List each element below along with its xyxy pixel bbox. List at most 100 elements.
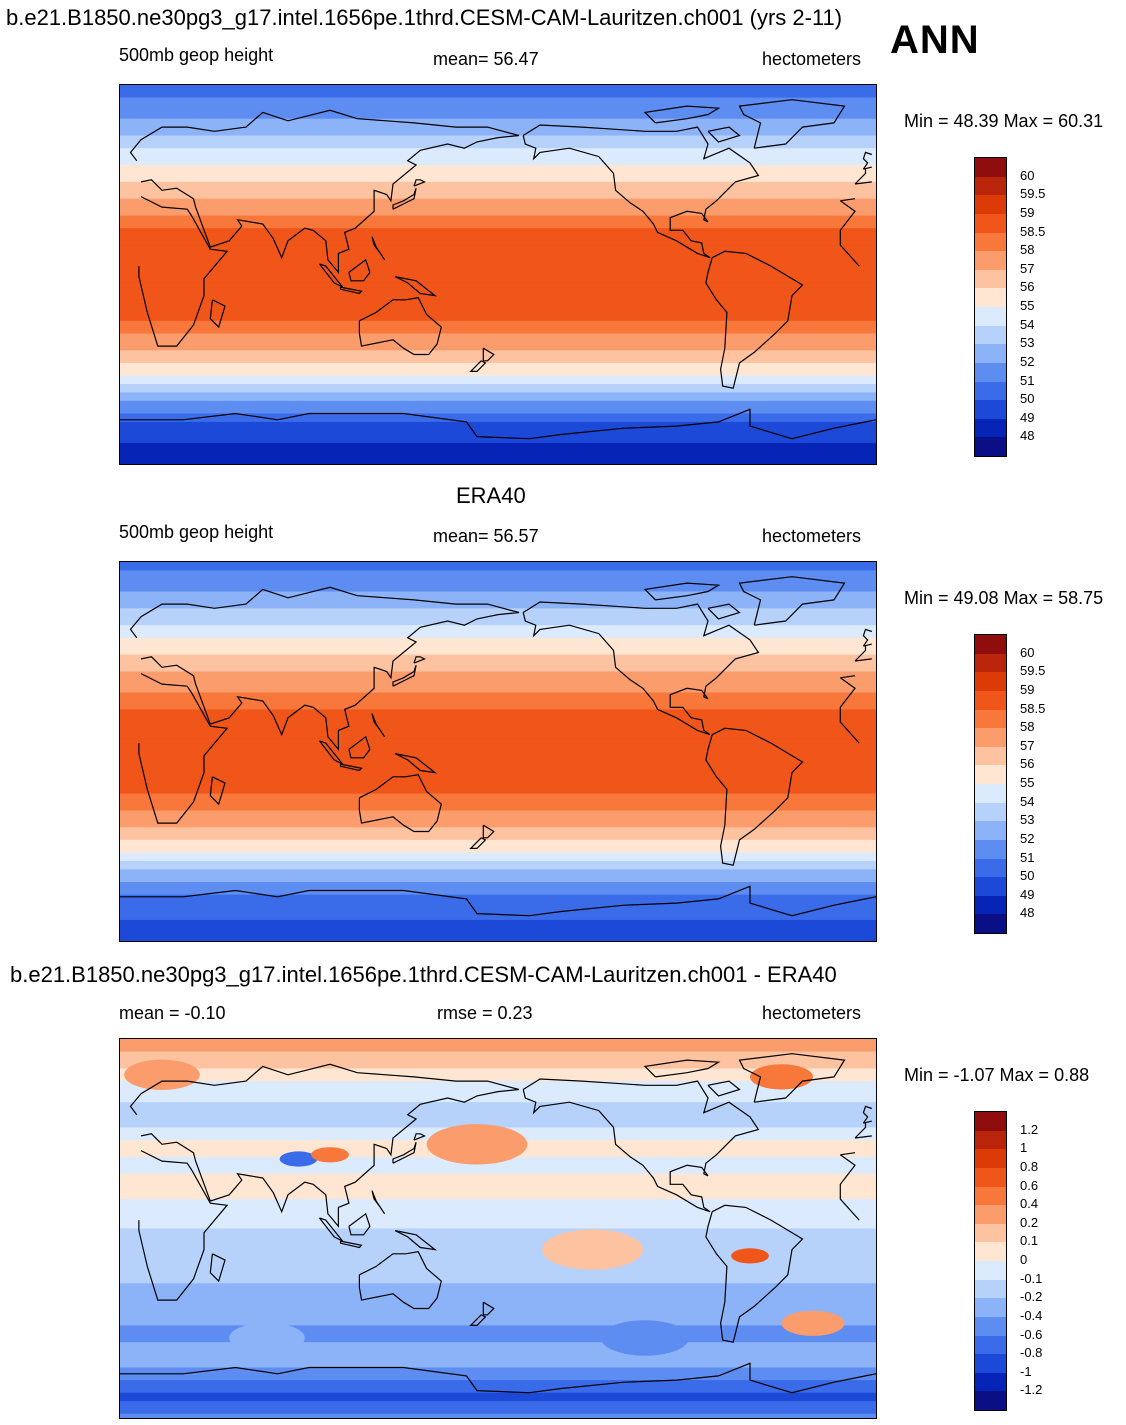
contour-band (120, 688, 876, 694)
contour-band (120, 663, 876, 668)
colorbar-tick-label: 53 (1020, 812, 1035, 828)
coastline-segment (394, 276, 438, 297)
contour-band (120, 1110, 876, 1116)
contour-band (120, 1169, 876, 1175)
colorbar-tick-label: -1 (1020, 1363, 1032, 1379)
contour-band (120, 654, 876, 660)
anomaly-region (426, 1124, 528, 1165)
contour-band (120, 282, 876, 288)
panel-3-mean-label: mean = -0.10 (119, 1003, 226, 1023)
contour-band (120, 633, 876, 639)
coastlines (120, 576, 876, 917)
contour-band (120, 738, 876, 744)
contour-band (120, 257, 876, 263)
colorbar-tick-label: 49 (1020, 409, 1035, 425)
contour-band (120, 793, 876, 799)
colorbar-tick-label: 0.4 (1020, 1196, 1039, 1212)
contour-band (120, 684, 876, 689)
anomaly-region (600, 1320, 690, 1356)
colorbar-swatch (975, 690, 1006, 710)
contour-band (120, 797, 876, 803)
colorbar-swatch (975, 653, 1006, 673)
contour-band (120, 780, 876, 786)
contour-band (120, 1064, 876, 1070)
contour-band (120, 1384, 876, 1390)
contour-band (120, 1114, 876, 1120)
contour-band (120, 1337, 876, 1343)
colorbar-swatch (975, 344, 1006, 363)
coastline-segment (392, 665, 417, 687)
colorbar-swatch (975, 362, 1006, 382)
coastline-segment (371, 236, 386, 261)
contour-band (120, 1266, 876, 1272)
colorbar-tick-label: 0.2 (1020, 1214, 1039, 1230)
contour-band (120, 211, 876, 217)
contour-band (120, 325, 876, 330)
colorbar-swatch (975, 1242, 1006, 1261)
contour-band (120, 1241, 876, 1246)
coastline-segment (413, 179, 426, 187)
contour-band (120, 169, 876, 175)
contour-band (120, 143, 876, 149)
contour-band (120, 354, 876, 360)
contour-band (120, 1257, 876, 1263)
contour-band (120, 667, 876, 673)
coastline-segment (469, 360, 487, 372)
contour-band (120, 1177, 876, 1183)
contour-band (120, 907, 876, 913)
contour-band (120, 1186, 876, 1192)
coastline-segment (522, 601, 760, 736)
colorbar-swatch (975, 1335, 1006, 1355)
colorbar-tick-label: 1.2 (1020, 1121, 1039, 1137)
colorbar-tick-label: 1 (1020, 1140, 1028, 1156)
contour-band (120, 1295, 876, 1301)
colorbar-tick-label: 54 (1020, 793, 1035, 809)
contour-band (120, 1182, 876, 1187)
contour-band (120, 646, 876, 652)
contour-band (120, 430, 876, 436)
contour-band (120, 85, 876, 90)
contour-band (120, 447, 876, 452)
contour-band (120, 1123, 876, 1129)
contour-band (120, 400, 876, 406)
contour-band (120, 303, 876, 309)
panel-3-map (119, 1038, 877, 1419)
coastlines (120, 1053, 876, 1394)
colorbar-tick-label: 48 (1020, 428, 1035, 444)
contour-band (120, 1354, 876, 1360)
colorbar-tick-label: 56 (1020, 279, 1035, 295)
contour-band (120, 637, 876, 643)
colorbar-swatch (975, 1372, 1006, 1392)
anomaly-region (311, 1147, 349, 1163)
contour-band (120, 1329, 876, 1335)
contour-band (120, 650, 876, 656)
contour-band (120, 717, 876, 723)
anomaly-region (731, 1248, 769, 1264)
contour-band (120, 240, 876, 246)
contour-band (120, 865, 876, 871)
contour-band (120, 194, 876, 200)
contour-band (120, 173, 876, 179)
anomaly-region (781, 1310, 845, 1336)
contour-band (120, 785, 876, 790)
contour-band (120, 700, 876, 706)
coastline-segment (469, 837, 487, 849)
contour-band (120, 789, 876, 795)
colorbar-tick-label: 52 (1020, 353, 1035, 369)
contour-band (120, 181, 876, 187)
coastline-segment (209, 299, 226, 329)
colorbar-tick-label: 0.1 (1020, 1233, 1039, 1249)
contour-band (120, 1199, 876, 1204)
coastline-segment (120, 885, 876, 917)
contour-band (120, 1249, 876, 1255)
contour-band (120, 591, 876, 597)
colorbar-tick-label: 57 (1020, 260, 1035, 276)
contour-band (120, 877, 876, 883)
contour-band (120, 1211, 876, 1217)
colorbar-swatch (975, 213, 1006, 233)
coastline-segment (120, 1362, 876, 1394)
contour-band (120, 671, 876, 677)
coastline-segment (138, 196, 860, 347)
coastline-segment (522, 124, 760, 259)
contour-band (120, 616, 876, 622)
